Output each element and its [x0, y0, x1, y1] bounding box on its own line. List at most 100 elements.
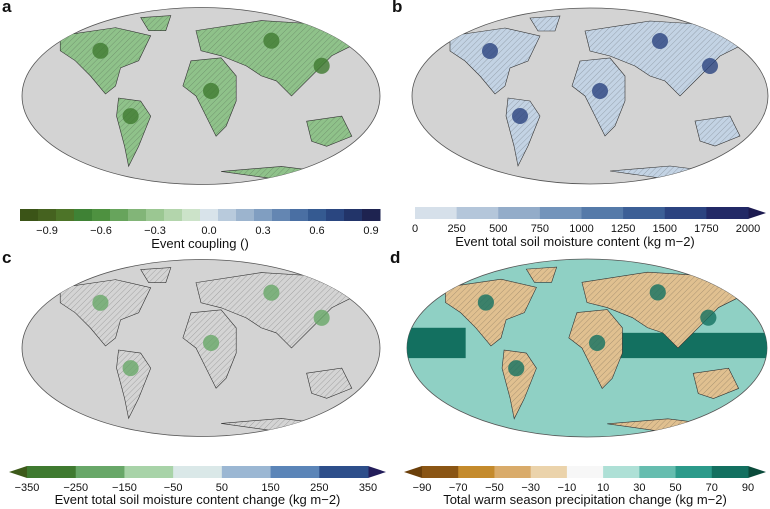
colorbar-tick-label: −350	[15, 482, 40, 494]
colorbar-tick-label: 250	[310, 482, 328, 494]
colorbar-bin	[236, 209, 255, 221]
colorbar-bin	[182, 209, 201, 221]
colorbar-tick-label: −0.9	[36, 225, 58, 237]
colorbar-tick-label: −90	[413, 482, 432, 494]
colorbar-tick-label: 150	[261, 482, 279, 494]
colorbar-tick-label: −10	[558, 482, 577, 494]
colorbar-bin	[623, 207, 666, 219]
colorbar-bin	[110, 209, 129, 221]
data-patch	[592, 83, 608, 99]
colorbar-precipitation-change: −90 −70 −50 −30 −10 10 30 50 70 90	[404, 466, 766, 494]
colorbar-bin	[362, 209, 381, 221]
colorbar-bin	[415, 207, 458, 219]
colorbar-tick-label: 1750	[694, 223, 718, 235]
colorbar-bin	[494, 466, 532, 478]
colorbar-bin	[539, 207, 582, 219]
colorbar-arrow-left	[9, 466, 27, 478]
precip-band	[407, 327, 466, 359]
colorbar-bin	[566, 466, 604, 478]
colorbar-tick-label: 1250	[611, 223, 635, 235]
data-patch	[702, 58, 718, 74]
colorbar-tick-label: 0.0	[201, 225, 216, 237]
panel-label-b: b	[392, 0, 403, 16]
colorbar-tick-label: 0	[412, 223, 418, 235]
colorbar-tick-label: 50	[669, 482, 681, 494]
colorbar-bin	[92, 209, 111, 221]
colorbar-tick-label: 250	[447, 223, 465, 235]
colorbar-bin	[308, 209, 327, 221]
colorbar-tick-label: 0.6	[309, 225, 324, 237]
data-patch	[263, 284, 280, 301]
data-patch	[649, 284, 666, 301]
colorbar-bin	[706, 207, 749, 219]
colorbar-bin	[711, 466, 749, 478]
colorbar-arrow-right	[748, 466, 766, 478]
colorbar-bin	[128, 209, 147, 221]
data-patch	[313, 309, 330, 326]
data-patch	[92, 42, 109, 59]
colorbar-tick-label: −0.3	[144, 225, 166, 237]
map-soil-moisture-change	[21, 259, 381, 437]
data-patch	[263, 32, 280, 49]
colorbar-title-soil-moisture: Event total soil moisture content (kg m−…	[455, 234, 695, 249]
colorbar-arrow-right	[368, 466, 386, 478]
data-patch	[122, 108, 139, 125]
data-patch	[313, 57, 330, 74]
colorbar-tick-label: 30	[633, 482, 645, 494]
colorbar-title-event-coupling: Event coupling ()	[151, 236, 249, 251]
panel-label-a: a	[2, 0, 12, 16]
data-patch	[203, 82, 220, 100]
colorbar-bin	[221, 466, 272, 478]
colorbar-bin	[38, 209, 57, 221]
colorbar-bin	[254, 209, 273, 221]
data-patch	[203, 334, 220, 352]
colorbar-tick-label: 70	[706, 482, 718, 494]
data-patch	[477, 294, 494, 311]
colorbar-bin	[75, 466, 125, 478]
panel-label-d: d	[390, 248, 401, 267]
map-event-coupling	[21, 7, 381, 185]
colorbar-bin	[326, 209, 345, 221]
colorbar-tick-label: 50	[216, 482, 228, 494]
colorbar-tick-label: 1500	[653, 223, 677, 235]
colorbar-bin	[344, 209, 363, 221]
colorbar-title-precipitation-change: Total warm season precipitation change (…	[443, 492, 727, 507]
colorbar-bin	[20, 209, 39, 221]
colorbar-tick-label: −50	[164, 482, 183, 494]
colorbar-bin	[290, 209, 309, 221]
data-patch	[92, 294, 109, 311]
colorbar-tick-label: 0.9	[363, 225, 378, 237]
colorbar-tick-label: 90	[742, 482, 754, 494]
colorbar-bin	[164, 209, 183, 221]
data-patch	[700, 309, 717, 326]
colorbar-bin	[74, 209, 93, 221]
colorbar-bin	[422, 466, 459, 478]
colorbar-soil-moisture-change: −350 −250 −150 −50 50 150 250 350	[9, 466, 386, 494]
colorbar-tick-label: 0.3	[255, 225, 270, 237]
colorbar-bin	[639, 466, 677, 478]
colorbar-bin	[458, 466, 495, 478]
colorbar-bin	[603, 466, 640, 478]
colorbar-bin	[498, 207, 541, 219]
colorbar-tick-label: 500	[489, 223, 507, 235]
colorbar-bin	[675, 466, 713, 478]
colorbar-tick-label: −150	[112, 482, 137, 494]
colorbar-arrow-right	[748, 207, 766, 219]
colorbar-bin	[173, 466, 223, 478]
map-precipitation-change	[406, 258, 768, 438]
colorbar-tick-label: 1000	[569, 223, 593, 235]
colorbar-tick-label: −70	[449, 482, 468, 494]
data-patch	[652, 33, 668, 49]
colorbar-bin	[664, 207, 707, 219]
colorbar-bin	[530, 466, 568, 478]
colorbar-bin	[581, 207, 624, 219]
colorbar-tick-label: −250	[63, 482, 88, 494]
colorbar-bin	[456, 207, 499, 219]
colorbar-bin	[27, 466, 77, 478]
colorbar-bin	[319, 466, 369, 478]
colorbar-tick-label: 750	[531, 223, 549, 235]
panel-label-c: c	[2, 248, 12, 267]
colorbar-bin	[272, 209, 291, 221]
colorbar-bin	[270, 466, 320, 478]
colorbar-arrow-left	[404, 466, 422, 478]
